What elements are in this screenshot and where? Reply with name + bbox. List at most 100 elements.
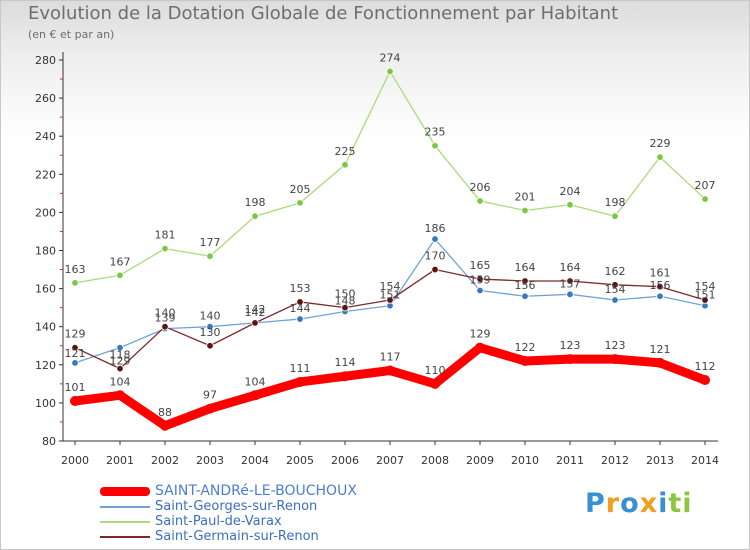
data-label: 97 <box>203 389 217 402</box>
data-label: 140 <box>200 310 221 323</box>
data-point <box>611 212 619 220</box>
data-point <box>611 296 619 304</box>
x-tick-label: 2011 <box>556 454 584 467</box>
data-label: 205 <box>290 183 311 196</box>
data-point <box>475 342 485 353</box>
data-label: 156 <box>650 279 671 292</box>
data-label: 165 <box>470 259 491 272</box>
data-label: 206 <box>470 181 491 194</box>
data-label: 154 <box>605 283 626 296</box>
data-label: 181 <box>155 229 176 242</box>
legend-label: Saint-Georges-sur-Renon <box>155 499 318 514</box>
y-tick-label: 220 <box>35 168 56 181</box>
legend-item: Saint-Paul-de-Varax <box>100 514 420 529</box>
data-label: 129 <box>110 355 131 368</box>
y-tick-label: 260 <box>35 92 56 105</box>
y-tick-label: 120 <box>35 359 56 372</box>
data-point <box>386 296 394 304</box>
x-tick-label: 2014 <box>691 454 719 467</box>
data-label: 114 <box>335 356 356 369</box>
data-point <box>566 290 574 299</box>
logo-letter: r <box>605 488 621 519</box>
data-point <box>206 342 214 350</box>
data-label: 235 <box>425 126 446 139</box>
data-point <box>610 354 620 365</box>
x-tick-label: 2002 <box>151 454 179 467</box>
y-tick-label: 180 <box>35 245 56 258</box>
data-label: 151 <box>695 289 716 302</box>
logo-letter: t <box>668 488 683 519</box>
legend-label: SAINT-ANDRé-LE-BOUCHOUX <box>155 483 357 499</box>
data-label: 130 <box>200 326 221 339</box>
data-label: 225 <box>335 145 356 158</box>
data-label: 104 <box>110 375 131 388</box>
data-label: 123 <box>605 339 626 352</box>
data-point <box>701 195 709 203</box>
data-label: 142 <box>245 303 266 316</box>
data-point <box>431 142 439 150</box>
y-tick-label: 240 <box>35 130 56 143</box>
data-label: 118 <box>110 349 131 362</box>
logo-letter: i <box>658 488 669 519</box>
legend: SAINT-ANDRé-LE-BOUCHOUX Saint-Georges-sur… <box>100 484 420 544</box>
data-label: 186 <box>425 222 446 235</box>
data-point <box>296 199 304 207</box>
data-point <box>520 355 530 366</box>
data-point <box>656 153 664 161</box>
data-label: 111 <box>290 362 311 375</box>
data-point <box>386 67 394 76</box>
x-tick-label: 2001 <box>106 454 134 467</box>
data-label: 201 <box>515 190 536 203</box>
y-tick-label: 160 <box>35 283 56 296</box>
data-label: 88 <box>158 406 172 419</box>
data-point <box>656 282 664 291</box>
data-point <box>206 323 214 331</box>
data-label: 121 <box>65 347 86 360</box>
data-point <box>521 277 529 285</box>
data-label: 163 <box>65 263 86 276</box>
x-tick-label: 2009 <box>466 454 494 467</box>
data-point <box>296 298 304 306</box>
legend-swatch <box>100 487 150 496</box>
data-label: 121 <box>650 343 671 356</box>
data-label: 151 <box>380 289 401 302</box>
chart-subtitle: (en € et par an) <box>28 28 115 41</box>
data-point <box>655 357 665 368</box>
data-label: 159 <box>470 274 491 287</box>
data-label: 164 <box>515 261 536 274</box>
data-point <box>251 319 259 327</box>
logo-letter: i <box>682 488 693 519</box>
proxiti-logo: Proxiti <box>585 488 693 519</box>
data-label: 198 <box>245 196 266 209</box>
data-point <box>71 343 79 352</box>
data-label: 148 <box>335 294 356 307</box>
data-label: 274 <box>380 51 401 64</box>
y-tick-label: 140 <box>35 321 56 334</box>
data-point <box>161 323 169 331</box>
data-label: 110 <box>425 364 446 377</box>
x-tick-label: 2010 <box>511 454 539 467</box>
data-point <box>295 376 305 387</box>
x-tick-label: 2007 <box>376 454 404 467</box>
data-point <box>611 281 619 289</box>
x-tick-label: 2000 <box>61 454 89 467</box>
data-point <box>700 375 710 386</box>
x-tick-label: 2006 <box>331 454 359 467</box>
data-label: 129 <box>470 328 491 341</box>
data-point <box>430 378 440 389</box>
legend-item: Saint-Georges-sur-Renon <box>100 499 420 514</box>
data-label: 104 <box>245 375 266 388</box>
logo-letter: o <box>620 488 640 519</box>
data-point <box>206 252 214 260</box>
data-label: 167 <box>110 255 131 268</box>
data-point <box>341 161 349 169</box>
data-label: 162 <box>605 265 626 278</box>
data-label: 198 <box>605 196 626 209</box>
data-point <box>656 292 664 300</box>
data-point <box>115 390 125 401</box>
x-tick-label: 2005 <box>286 454 314 467</box>
data-point <box>340 371 350 382</box>
data-label: 142 <box>245 306 266 319</box>
data-label: 177 <box>200 236 221 249</box>
x-tick-label: 2012 <box>601 454 629 467</box>
